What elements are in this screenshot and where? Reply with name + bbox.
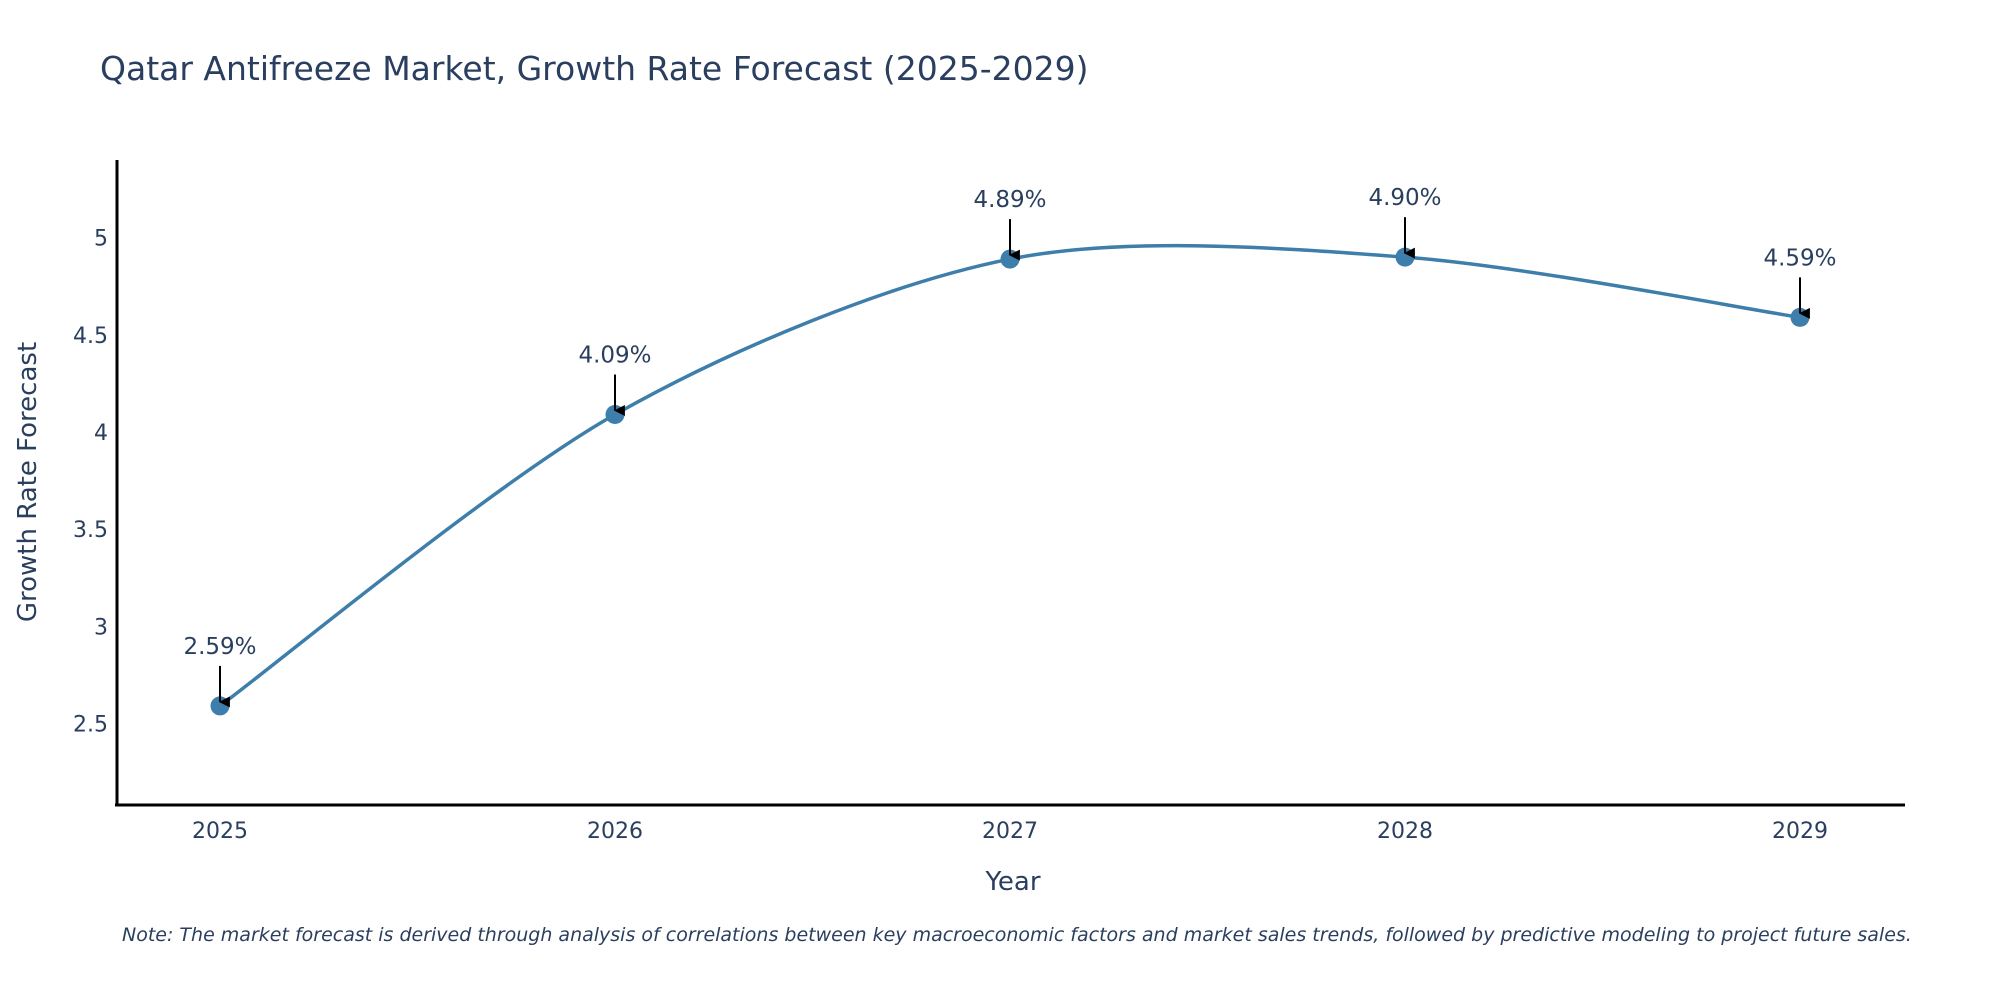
chart-title: Qatar Antifreeze Market, Growth Rate For… [100,49,1088,88]
y-tick-label: 4.5 [73,324,108,349]
x-tick-label: 2025 [192,819,248,844]
data-label: 4.89% [973,187,1046,213]
data-label: 4.59% [1763,245,1836,271]
x-axis-title: Year [984,867,1040,897]
y-tick-label: 4 [94,421,108,446]
chart-note: Note: The market forecast is derived thr… [122,924,1912,946]
y-tick-label: 3 [94,615,108,640]
data-label: 4.09% [578,343,651,369]
x-tick-label: 2027 [982,819,1038,844]
y-tick-label: 5 [94,227,108,252]
series-markers [210,247,1810,716]
data-label: 2.59% [183,634,256,660]
y-tick-label: 2.5 [73,712,108,737]
y-tick-label: 3.5 [73,518,108,543]
y-axis-title: Growth Rate Forecast [13,342,43,622]
x-tick-label: 2029 [1772,819,1828,844]
x-tick-label: 2028 [1377,819,1433,844]
data-label: 4.90% [1368,185,1441,211]
series-line [218,243,1801,708]
x-tick-labels: 2025 2026 2027 2028 2029 [192,819,1828,844]
x-tick-label: 2026 [587,819,643,844]
y-tick-labels: 2.5 3 3.5 4 4.5 5 [73,227,108,738]
data-label-annotations: 2.59% 4.09% 4.89% 4.90% 4.59% [183,185,1837,708]
